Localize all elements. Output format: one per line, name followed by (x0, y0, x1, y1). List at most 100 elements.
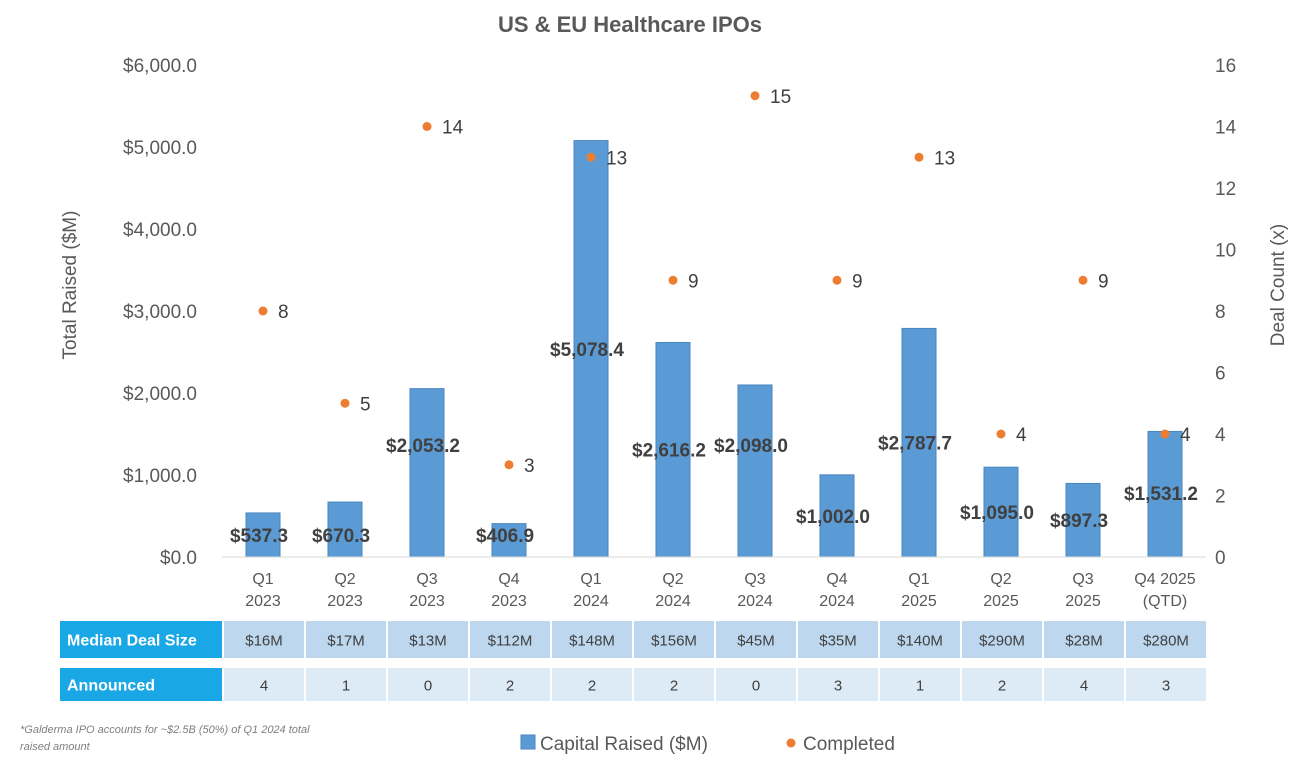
completed-point (996, 429, 1006, 439)
bar-data-label: $1,531.2 (1124, 484, 1198, 505)
x-tick-label: Q3 (416, 571, 437, 588)
table-cell-value: $290M (979, 633, 1025, 650)
table-cell (634, 668, 714, 701)
x-tick-label: 2023 (245, 593, 281, 610)
table-cell-value: $156M (651, 633, 697, 650)
table-cell (880, 668, 960, 701)
table-cell-value: $28M (1065, 633, 1103, 650)
completed-data-label: 9 (1098, 271, 1109, 292)
x-tick-label: 2025 (901, 593, 937, 610)
y-axis-title: Total Raised ($M) (60, 211, 81, 360)
y2-tick-label: 8 (1215, 302, 1226, 323)
table-cell-value: 2 (506, 678, 514, 695)
y2-tick-label: 12 (1215, 179, 1236, 200)
y-tick-label: $2,000.0 (123, 384, 197, 405)
completed-point (340, 398, 350, 408)
completed-point (422, 122, 432, 131)
table-cell (1044, 668, 1124, 701)
table-cell-value: $45M (737, 633, 775, 650)
x-tick-label: 2023 (491, 593, 527, 610)
completed-data-label: 8 (278, 302, 289, 323)
table-cell (798, 668, 878, 701)
completed-data-label: 4 (1016, 425, 1027, 446)
table-cell (306, 668, 386, 701)
table-cell (552, 621, 632, 658)
bar (409, 388, 445, 558)
bar (819, 474, 855, 558)
x-tick-label: Q4 2025 (1134, 571, 1195, 588)
completed-point (258, 306, 268, 316)
table-cell-value: $13M (409, 633, 447, 650)
table-cell-value: $148M (569, 633, 615, 650)
bar-data-label: $1,095.0 (960, 503, 1034, 524)
table-cell (552, 668, 632, 701)
x-tick-label: Q1 (908, 571, 929, 588)
table-cell-value: 4 (1080, 678, 1088, 695)
table-cell-value: 0 (424, 678, 432, 695)
legend-swatch-capital-raised (520, 734, 536, 750)
x-tick-label: Q1 (580, 571, 601, 588)
x-tick-label: 2023 (327, 593, 363, 610)
table-cell-value: 1 (916, 678, 924, 695)
bar-data-label: $897.3 (1050, 511, 1108, 532)
table-cell-value: 0 (752, 678, 760, 695)
table-cell-value: $16M (245, 633, 283, 650)
bar-data-label: $406.9 (476, 526, 534, 547)
table-row-header-cell (60, 621, 222, 658)
y-tick-label: $0.0 (160, 548, 197, 569)
x-tick-label: Q2 (990, 571, 1011, 588)
bar-data-label: $670.3 (312, 526, 370, 547)
completed-data-label: 9 (852, 271, 863, 292)
bar-data-label: $1,002.0 (796, 507, 870, 528)
table-cell-value: 4 (260, 678, 268, 695)
footnote-line: raised amount (20, 741, 91, 753)
completed-point (750, 91, 760, 101)
completed-data-label: 15 (770, 87, 791, 108)
x-tick-label: Q3 (744, 571, 765, 588)
table-cell-value: $17M (327, 633, 365, 650)
y2-tick-label: 0 (1215, 548, 1226, 569)
completed-point (586, 152, 596, 162)
completed-data-label: 13 (934, 148, 955, 169)
table-cell (798, 621, 878, 658)
table-cell (1044, 621, 1124, 658)
table-cell (1126, 621, 1206, 658)
table-cell (962, 668, 1042, 701)
y2-tick-label: 16 (1215, 56, 1236, 77)
x-tick-label: Q2 (662, 571, 683, 588)
chart-title: US & EU Healthcare IPOs (498, 12, 762, 37)
bar-data-label: $2,098.0 (714, 436, 788, 457)
completed-data-label: 5 (360, 394, 371, 415)
completed-point (832, 275, 842, 285)
table-cell (880, 621, 960, 658)
completed-data-label: 3 (524, 456, 535, 477)
bar (327, 501, 363, 558)
table-row-header: Announced (67, 678, 155, 695)
table-cell (634, 621, 714, 658)
x-tick-label: Q3 (1072, 571, 1093, 588)
x-tick-label: Q4 (826, 571, 847, 588)
bar (245, 512, 281, 558)
table-cell (388, 621, 468, 658)
table-cell (470, 621, 550, 658)
x-tick-label: 2024 (819, 593, 855, 610)
y-tick-label: $3,000.0 (123, 302, 197, 323)
table-cell (306, 621, 386, 658)
table-cell (716, 668, 796, 701)
x-tick-label: 2024 (737, 593, 773, 610)
bar-data-label: $537.3 (230, 526, 288, 547)
bar (983, 466, 1019, 558)
y2-tick-label: 10 (1215, 241, 1236, 262)
footnote-line: *Galderma IPO accounts for ~$2.5B (50%) … (20, 724, 310, 736)
table-cell-value: $280M (1143, 633, 1189, 650)
table-cell (224, 621, 304, 658)
completed-point (1078, 275, 1088, 285)
table-cell-value: $140M (897, 633, 943, 650)
y-tick-label: $6,000.0 (123, 56, 197, 77)
completed-point (668, 275, 678, 285)
bar-data-label: $2,053.2 (386, 436, 460, 457)
table-cell-value: 2 (670, 678, 678, 695)
x-tick-label: 2023 (409, 593, 445, 610)
completed-data-label: 14 (442, 118, 464, 139)
table-cell-value: 2 (998, 678, 1006, 695)
